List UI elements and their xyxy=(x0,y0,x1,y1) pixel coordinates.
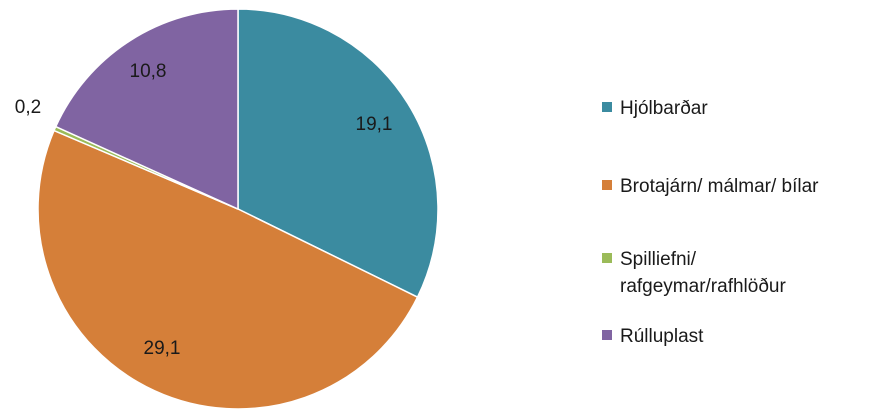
data-label-rulluplast: 10,8 xyxy=(130,61,167,82)
legend-label-hjolbar-ar: Hjólbarðar xyxy=(620,98,708,119)
legend-label-spilliefni-rafgeymar-rafhlo-ur-line-2: rafgeymar/rafhlöður xyxy=(620,276,786,297)
pie-slice-hjolbar-ar xyxy=(237,8,439,299)
data-label-spilliefni-rafgeymar-rafhlo-ur: 0,2 xyxy=(15,97,41,118)
legend-swatch-brotajarn-malmar-bilar xyxy=(602,180,612,190)
legend-label-rulluplast: Rúlluplast xyxy=(620,326,704,347)
pie-slice-brotajarn-malmar-bilar xyxy=(37,129,419,410)
data-label-hjolbar-ar: 19,1 xyxy=(356,114,393,135)
legend-swatch-hjolbar-ar xyxy=(602,102,612,112)
legend-swatch-rulluplast xyxy=(602,330,612,340)
pie-slice-rulluplast xyxy=(54,8,239,211)
legend-swatch-spilliefni-rafgeymar-rafhlo-ur xyxy=(602,253,612,263)
legend: Hjólbarðar Brotajárn/ málmar/ bílar Spilli… xyxy=(602,98,819,347)
pie-slices xyxy=(37,8,439,410)
legend-label-spilliefni-rafgeymar-rafhlo-ur-line-1: Spilliefni/ xyxy=(620,249,697,270)
legend-label-brotajarn-malmar-bilar: Brotajárn/ málmar/ bílar xyxy=(620,176,819,197)
data-labels: 19,1 29,1 0,2 10,8 xyxy=(15,61,393,359)
data-label-brotajarn-malmar-bilar: 29,1 xyxy=(144,338,181,359)
